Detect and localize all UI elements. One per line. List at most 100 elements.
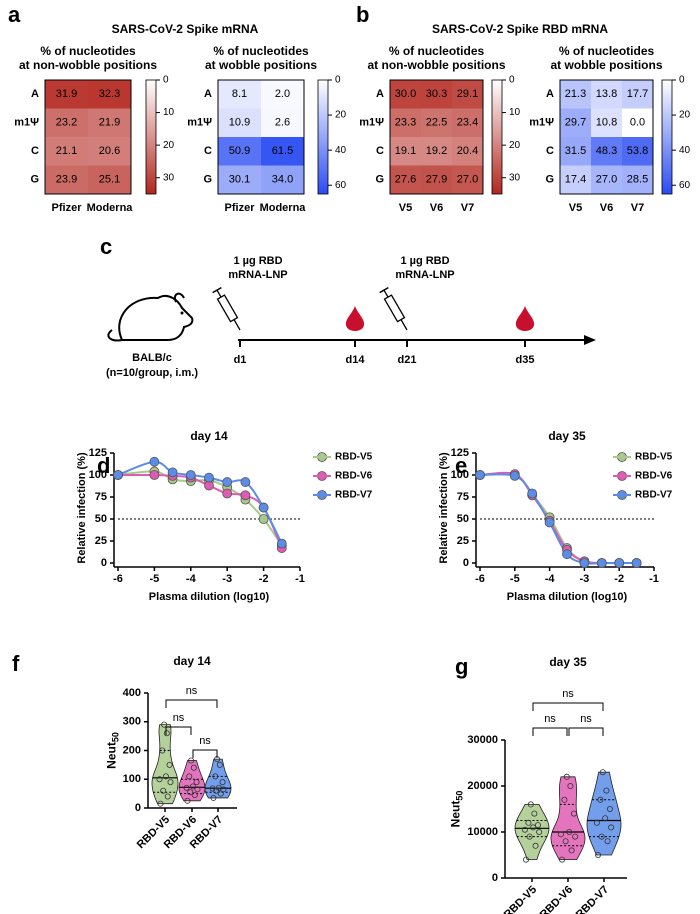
data-point <box>579 558 590 568</box>
heatmap-frame <box>389 79 484 195</box>
colorbar <box>661 79 673 195</box>
data-point <box>240 490 251 501</box>
curve <box>479 471 637 565</box>
cell-label: 20.6 <box>99 145 120 157</box>
data-point <box>596 558 607 568</box>
data-point <box>559 856 566 863</box>
row-label: G <box>203 174 212 186</box>
x-tick-label: RBD-V7 <box>574 884 611 914</box>
x-tick-label: -1 <box>295 573 305 585</box>
heatmap-cell <box>88 108 131 137</box>
heatmap-cell <box>622 165 653 194</box>
x-tick-label: -2 <box>259 573 269 585</box>
data-point <box>160 787 167 794</box>
data-point <box>544 517 555 528</box>
significance-bracket <box>568 727 604 736</box>
data-point <box>570 810 577 817</box>
cell-label: 27.0 <box>596 174 617 186</box>
timeline-day: d21 <box>398 354 417 366</box>
x-tick-label: -4 <box>186 573 197 585</box>
cell-label: 21.3 <box>565 88 586 100</box>
row-label: G <box>545 174 554 186</box>
violin <box>514 804 550 860</box>
data-point <box>561 796 568 803</box>
legend-label: RBD-V5 <box>335 452 373 463</box>
data-point <box>210 794 217 801</box>
column-label: V5 <box>569 202 582 214</box>
row-label: C <box>204 145 212 157</box>
heatmap-cell <box>421 108 452 137</box>
y-tick-label: 125 <box>451 447 469 459</box>
heatmap-cell <box>45 80 88 109</box>
cell-label: 50.9 <box>229 145 250 157</box>
heatmap-cell <box>218 108 261 137</box>
y-tick-label: 0 <box>101 557 107 569</box>
data-point <box>222 488 233 499</box>
row-label: m1Ψ <box>187 117 212 129</box>
data-point <box>606 806 613 813</box>
heatmap-cell <box>452 80 483 109</box>
cell-label: 21.1 <box>56 145 77 157</box>
colorbar-label: 10 <box>509 107 521 118</box>
row-label: A <box>376 88 384 100</box>
timeline-note: 1 µg RBD <box>400 255 449 267</box>
significance-label: ns <box>580 713 592 725</box>
heatmap-cell <box>390 165 421 194</box>
cell-label: 20.4 <box>457 145 478 157</box>
colorbar-label: 20 <box>509 140 521 151</box>
panel-label: f <box>12 651 20 676</box>
heatmap-title: % of nucleotides <box>213 44 309 58</box>
row-label: G <box>30 174 39 186</box>
y-tick-label: 100 <box>123 773 141 785</box>
violin <box>151 724 179 805</box>
heatmap-title: % of nucleotides <box>389 44 485 58</box>
column-label: V5 <box>399 202 412 214</box>
significance-bracket <box>192 749 218 758</box>
syringe-handle <box>212 287 222 294</box>
heatmap-cell <box>421 137 452 166</box>
heatmap-cell <box>88 165 131 194</box>
heatmap-frame <box>217 79 305 195</box>
significance-label: ns <box>544 713 556 725</box>
cell-label: 0.0 <box>630 117 645 129</box>
heatmap-cell <box>261 80 304 109</box>
cell-label: 19.1 <box>395 145 416 157</box>
data-point <box>167 779 174 786</box>
colorbar-label: 60 <box>679 180 691 191</box>
data-point <box>167 467 178 478</box>
colorbar-label: 30 <box>509 172 521 183</box>
cell-label: 13.8 <box>596 88 617 100</box>
data-point <box>563 773 570 780</box>
colorbar-label: 0 <box>335 75 341 86</box>
row-label: m1Ψ <box>529 117 554 129</box>
heatmap-frame <box>559 79 654 195</box>
panel-label: g <box>455 654 468 679</box>
column-label: Pfizer <box>52 202 83 214</box>
timeline-note: mRNA-LNP <box>395 269 454 281</box>
group-title: SARS-CoV-2 Spike RBD mRNA <box>432 22 608 36</box>
data-point <box>608 824 615 831</box>
panel-label: e <box>455 453 467 478</box>
y-tick-label: 75 <box>95 491 107 503</box>
syringe-plunger <box>216 289 222 298</box>
cell-label: 27.6 <box>395 174 416 186</box>
timeline-note: mRNA-LNP <box>228 269 287 281</box>
colorbar-label: 0 <box>679 75 685 86</box>
data-point <box>509 470 520 481</box>
colorbar-label: 20 <box>163 140 175 151</box>
cell-label: 23.2 <box>56 117 77 129</box>
data-point <box>276 538 287 549</box>
syringe-barrel <box>383 294 406 323</box>
y-tick-label: 25 <box>457 535 469 547</box>
legend-label: RBD-V7 <box>635 490 673 501</box>
violin <box>586 771 622 856</box>
heatmap-cell <box>560 137 591 166</box>
cell-label: 30.1 <box>229 174 250 186</box>
chart-title: day 35 <box>549 655 587 669</box>
heatmap-cell <box>261 108 304 137</box>
data-point <box>258 502 269 513</box>
column-label: Pfizer <box>225 202 256 214</box>
data-point <box>595 852 602 859</box>
heatmap-cell <box>452 137 483 166</box>
